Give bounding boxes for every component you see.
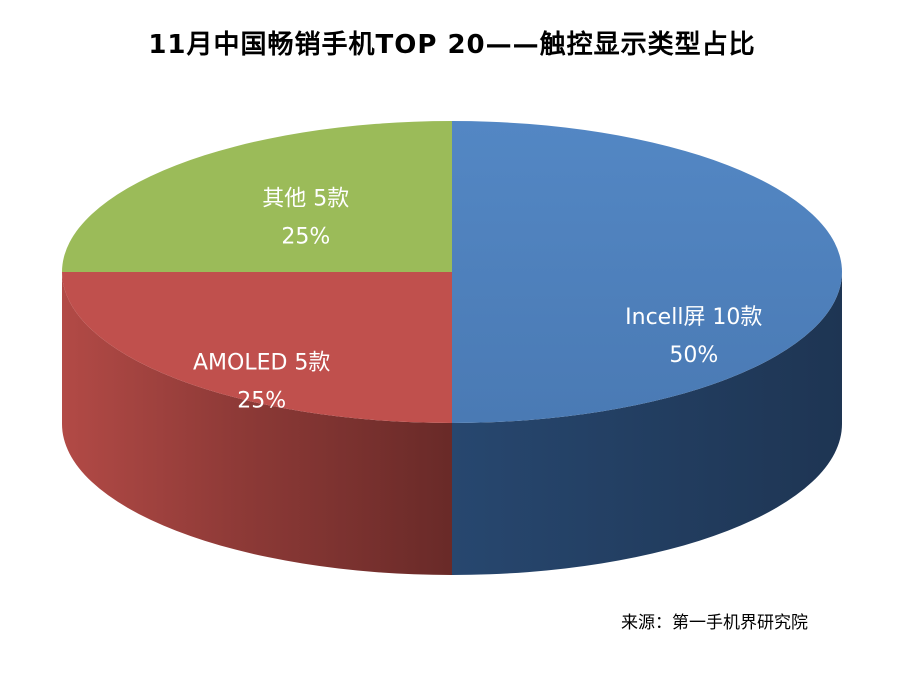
slice-label-2: 其他 5款 — [262, 186, 349, 211]
slice-percent-1: 25% — [237, 389, 286, 414]
pie-side-0 — [452, 272, 842, 575]
slice-percent-0: 50% — [669, 343, 718, 368]
slice-label-1: AMOLED 5款 — [193, 351, 330, 376]
source-note: 来源：第一手机界研究院 — [621, 613, 808, 633]
pie-slice-1 — [62, 272, 452, 423]
pie-slice-0 — [452, 121, 842, 423]
slice-percent-2: 25% — [281, 224, 330, 249]
slice-label-0: Incell屏 10款 — [625, 305, 762, 330]
chart-title: 11月中国畅销手机TOP 20——触控显示类型占比 — [148, 30, 756, 60]
pie-slice-2 — [62, 121, 452, 272]
pie-side-1 — [62, 272, 452, 575]
